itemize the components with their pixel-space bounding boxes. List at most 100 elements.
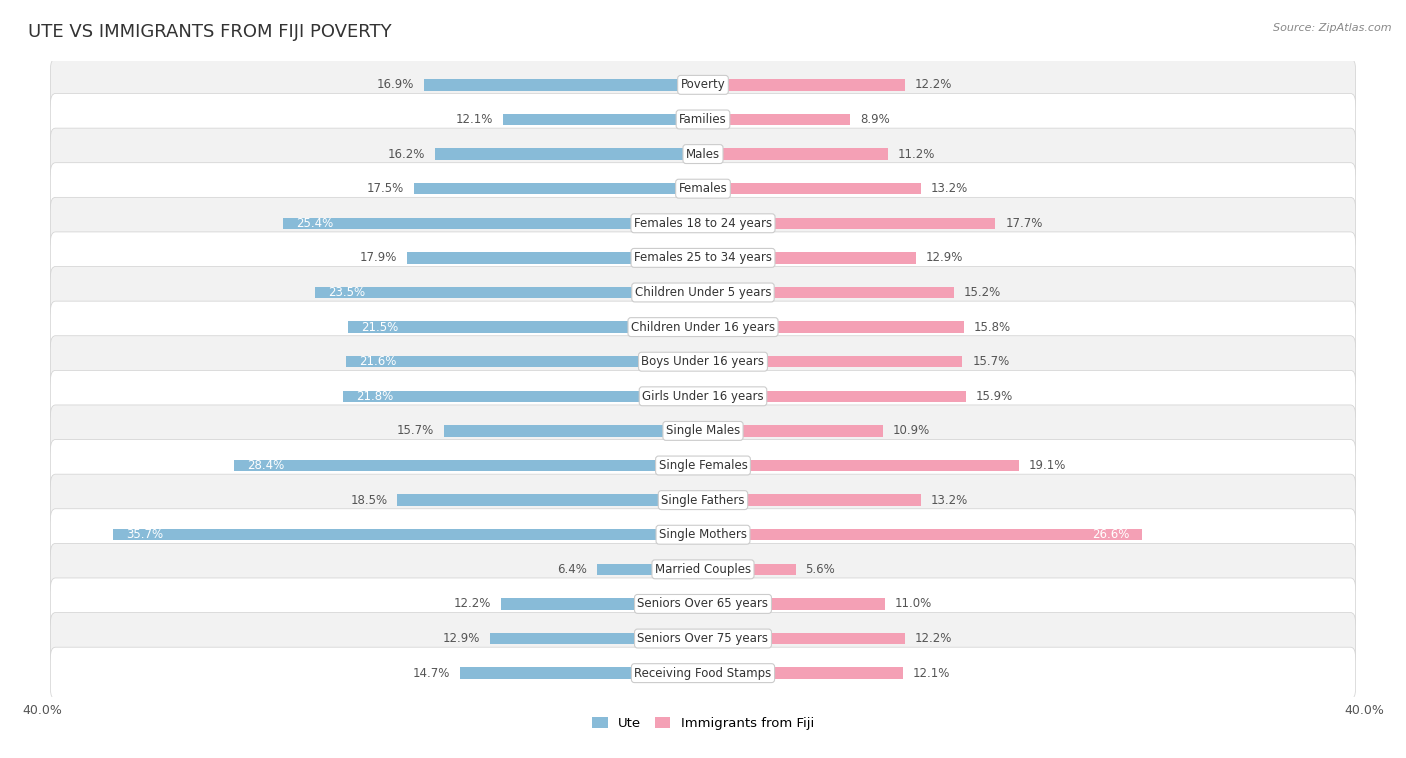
Text: Boys Under 16 years: Boys Under 16 years [641, 356, 765, 368]
Text: Seniors Over 65 years: Seniors Over 65 years [637, 597, 769, 610]
Bar [413, 183, 703, 194]
Bar [436, 149, 703, 160]
Text: UTE VS IMMIGRANTS FROM FIJI POVERTY: UTE VS IMMIGRANTS FROM FIJI POVERTY [28, 23, 392, 41]
FancyBboxPatch shape [51, 612, 1355, 665]
Bar [343, 390, 703, 402]
Text: 13.2%: 13.2% [931, 182, 969, 195]
Text: 13.2%: 13.2% [931, 493, 969, 506]
FancyBboxPatch shape [51, 163, 1355, 215]
Text: 12.1%: 12.1% [456, 113, 494, 126]
Text: Single Males: Single Males [666, 424, 740, 437]
Text: Receiving Food Stamps: Receiving Food Stamps [634, 666, 772, 680]
FancyBboxPatch shape [51, 647, 1355, 699]
Text: 12.2%: 12.2% [914, 632, 952, 645]
Text: 10.9%: 10.9% [893, 424, 931, 437]
Bar [703, 183, 921, 194]
Text: 21.6%: 21.6% [360, 356, 396, 368]
Bar [703, 252, 917, 264]
Text: 12.1%: 12.1% [912, 666, 950, 680]
Text: 25.4%: 25.4% [297, 217, 333, 230]
Text: 35.7%: 35.7% [127, 528, 163, 541]
Text: 11.2%: 11.2% [898, 148, 935, 161]
Text: Children Under 16 years: Children Under 16 years [631, 321, 775, 334]
Bar [703, 356, 962, 368]
FancyBboxPatch shape [51, 93, 1355, 146]
Text: 15.8%: 15.8% [974, 321, 1011, 334]
FancyBboxPatch shape [51, 543, 1355, 595]
Bar [408, 252, 703, 264]
FancyBboxPatch shape [51, 59, 1355, 111]
Bar [315, 287, 703, 298]
Text: 26.6%: 26.6% [1092, 528, 1129, 541]
Bar [398, 494, 703, 506]
Text: 15.9%: 15.9% [976, 390, 1012, 402]
Text: Married Couples: Married Couples [655, 563, 751, 576]
Bar [703, 494, 921, 506]
Text: 17.7%: 17.7% [1005, 217, 1043, 230]
Text: Families: Families [679, 113, 727, 126]
Bar [703, 633, 904, 644]
Bar [703, 114, 851, 125]
Text: Source: ZipAtlas.com: Source: ZipAtlas.com [1274, 23, 1392, 33]
Text: Males: Males [686, 148, 720, 161]
Text: Single Fathers: Single Fathers [661, 493, 745, 506]
FancyBboxPatch shape [51, 440, 1355, 491]
Text: 12.2%: 12.2% [454, 597, 492, 610]
Text: Single Mothers: Single Mothers [659, 528, 747, 541]
Text: 18.5%: 18.5% [350, 493, 388, 506]
Text: 23.5%: 23.5% [328, 286, 366, 299]
Text: 21.8%: 21.8% [356, 390, 394, 402]
Bar [703, 218, 995, 229]
Text: 11.0%: 11.0% [894, 597, 932, 610]
Text: 8.9%: 8.9% [860, 113, 890, 126]
FancyBboxPatch shape [51, 509, 1355, 561]
Text: 21.5%: 21.5% [361, 321, 398, 334]
Text: 15.7%: 15.7% [973, 356, 1010, 368]
FancyBboxPatch shape [51, 475, 1355, 526]
Text: Single Females: Single Females [658, 459, 748, 472]
Text: Females 25 to 34 years: Females 25 to 34 years [634, 252, 772, 265]
FancyBboxPatch shape [51, 267, 1355, 318]
Bar [703, 598, 884, 609]
Bar [703, 529, 1143, 540]
Text: 15.2%: 15.2% [965, 286, 1001, 299]
Text: 12.2%: 12.2% [914, 78, 952, 92]
Bar [489, 633, 703, 644]
Text: 6.4%: 6.4% [558, 563, 588, 576]
FancyBboxPatch shape [51, 405, 1355, 457]
FancyBboxPatch shape [51, 232, 1355, 283]
FancyBboxPatch shape [51, 371, 1355, 422]
Text: 5.6%: 5.6% [806, 563, 835, 576]
Text: 12.9%: 12.9% [927, 252, 963, 265]
Text: Seniors Over 75 years: Seniors Over 75 years [637, 632, 769, 645]
Bar [703, 668, 903, 679]
Text: 28.4%: 28.4% [247, 459, 284, 472]
Bar [703, 425, 883, 437]
Bar [233, 460, 703, 471]
Bar [703, 390, 966, 402]
Text: 19.1%: 19.1% [1028, 459, 1066, 472]
Text: 17.5%: 17.5% [367, 182, 404, 195]
Bar [703, 321, 965, 333]
Bar [502, 598, 703, 609]
Text: 12.9%: 12.9% [443, 632, 479, 645]
Text: Females: Females [679, 182, 727, 195]
Bar [284, 218, 703, 229]
Bar [703, 460, 1018, 471]
Bar [460, 668, 703, 679]
Bar [114, 529, 703, 540]
FancyBboxPatch shape [51, 578, 1355, 630]
Bar [347, 321, 703, 333]
Bar [423, 79, 703, 90]
Text: 16.2%: 16.2% [388, 148, 426, 161]
Bar [703, 149, 889, 160]
Text: Girls Under 16 years: Girls Under 16 years [643, 390, 763, 402]
Bar [503, 114, 703, 125]
Text: 15.7%: 15.7% [396, 424, 433, 437]
FancyBboxPatch shape [51, 336, 1355, 387]
Bar [703, 287, 955, 298]
Legend: Ute, Immigrants from Fiji: Ute, Immigrants from Fiji [586, 712, 820, 735]
FancyBboxPatch shape [51, 301, 1355, 353]
Text: 14.7%: 14.7% [413, 666, 450, 680]
Text: Children Under 5 years: Children Under 5 years [634, 286, 772, 299]
